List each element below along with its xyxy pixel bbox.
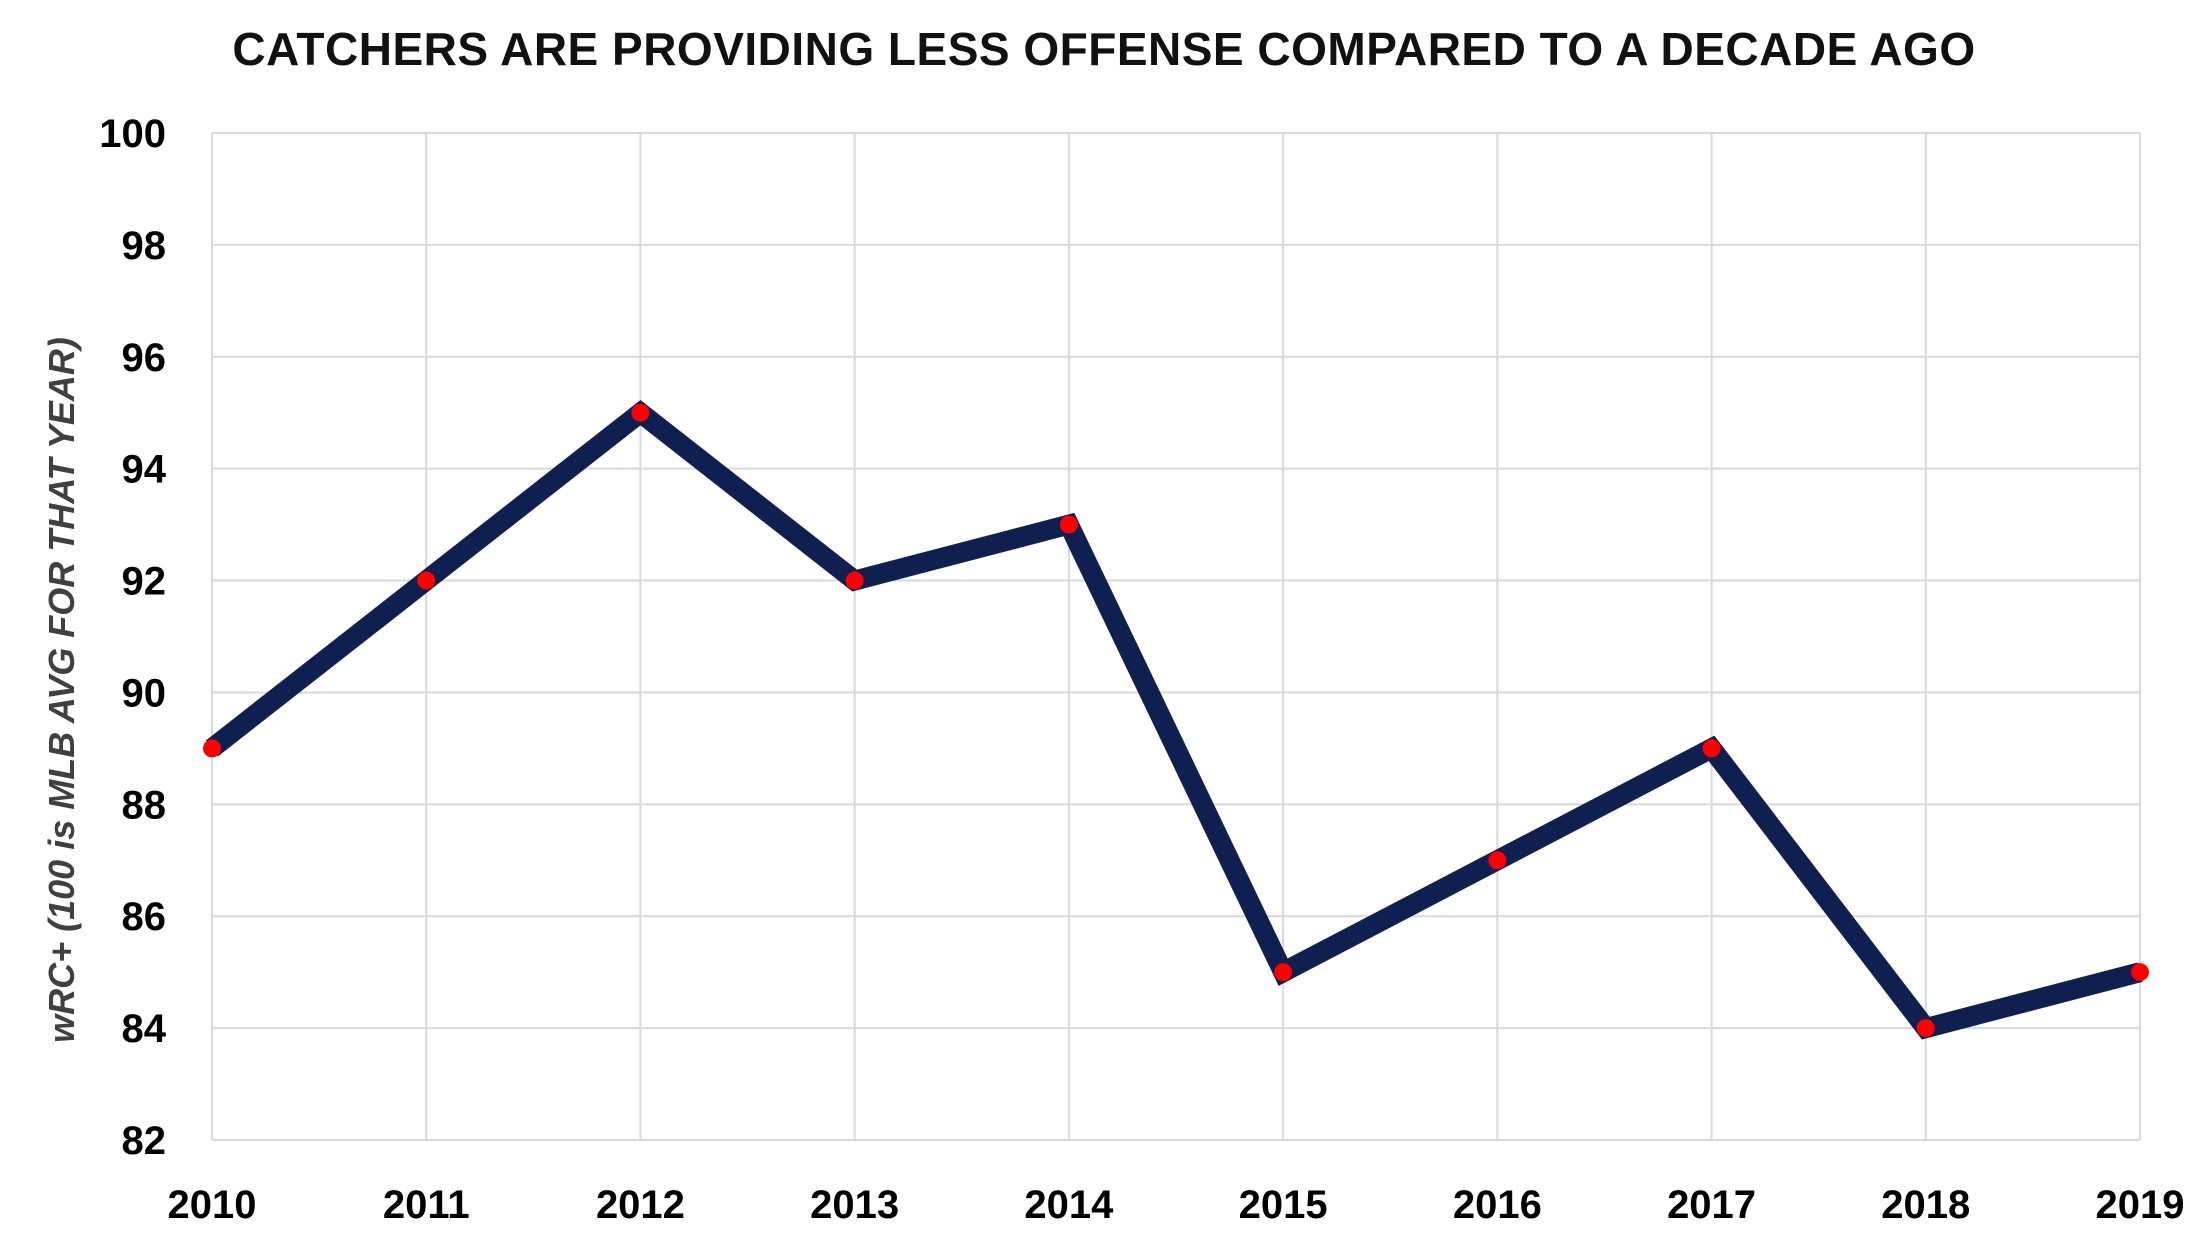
y-tick-label: 94 [122, 448, 167, 492]
y-tick-label: 88 [122, 783, 167, 827]
y-tick-label: 84 [122, 1007, 167, 1051]
x-axis-ticks: 2010 2011 2012 2013 2014 2015 2016 2017 2018 2019 [168, 1183, 2185, 1227]
data-point [845, 571, 864, 590]
x-tick-label: 2012 [596, 1183, 685, 1227]
x-tick-label: 2010 [168, 1183, 257, 1227]
y-tick-label: 86 [122, 895, 167, 939]
data-point [1274, 963, 1293, 982]
series-layer [203, 400, 2149, 1040]
x-tick-label: 2016 [1453, 1183, 1542, 1227]
y-tick-label: 100 [99, 112, 166, 156]
gridlines [211, 132, 2141, 1141]
x-tick-label: 2011 [383, 1183, 470, 1227]
data-point [1059, 515, 1078, 534]
y-tick-label: 96 [122, 336, 167, 380]
data-point [1488, 851, 1507, 870]
x-tick-label: 2019 [2096, 1183, 2185, 1227]
data-point [631, 403, 650, 422]
data-point [203, 739, 221, 758]
y-tick-label: 82 [122, 1119, 167, 1163]
x-tick-label: 2013 [810, 1183, 899, 1227]
data-point [2131, 963, 2149, 982]
data-point [1916, 1019, 1935, 1038]
chart-title: CATCHERS ARE PROVIDING LESS OFFENSE COMP… [232, 23, 1976, 75]
x-tick-label: 2018 [1881, 1183, 1970, 1227]
series-line [205, 400, 2143, 1040]
data-point [417, 571, 436, 590]
y-tick-label: 92 [122, 560, 167, 604]
data-point [1702, 739, 1721, 758]
y-axis-title: wRC+ (100 is MLB AVG FOR THAT YEAR) [41, 337, 82, 1043]
x-tick-label: 2014 [1024, 1183, 1114, 1227]
y-axis-ticks: 82 84 86 88 90 92 94 96 98 100 [99, 112, 166, 1163]
x-tick-label: 2017 [1667, 1183, 1756, 1227]
x-tick-label: 2015 [1239, 1183, 1328, 1227]
y-tick-label: 98 [122, 224, 167, 268]
y-tick-label: 90 [122, 671, 167, 715]
